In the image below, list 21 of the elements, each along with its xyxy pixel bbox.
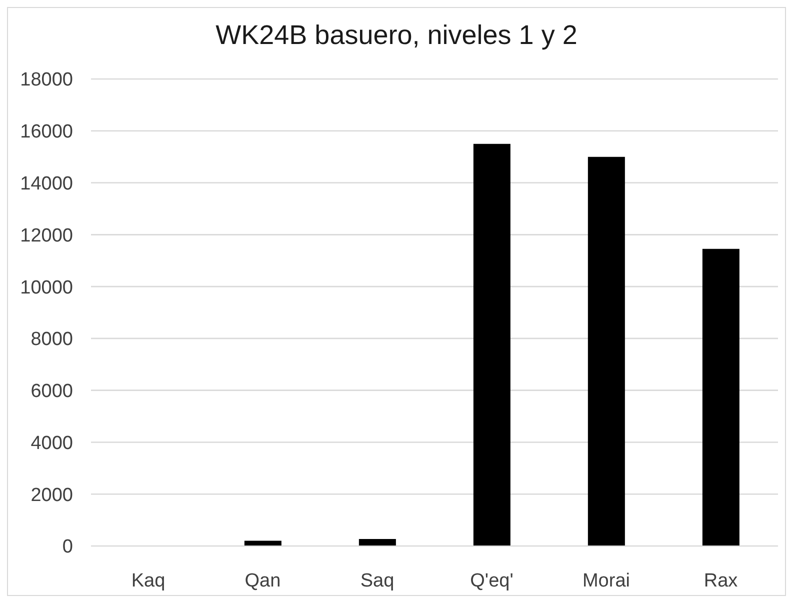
bar [588, 156, 625, 546]
y-tick-label: 14000 [20, 174, 73, 195]
bar [358, 538, 396, 546]
x-tick-label: Q'eq' [470, 570, 514, 592]
y-tick-label: 8000 [30, 329, 73, 350]
x-tick-label: Qan [244, 570, 281, 592]
y-tick-label: 6000 [30, 381, 73, 402]
y-tick-label: 4000 [30, 432, 73, 454]
bar [473, 144, 510, 546]
bar [702, 248, 740, 546]
x-tick-label: Rax [704, 570, 738, 592]
y-tick-label: 16000 [20, 122, 73, 143]
y-tick-label: 18000 [20, 70, 73, 91]
y-tick-label: 12000 [20, 225, 73, 246]
y-tick-label: 10000 [20, 277, 73, 298]
y-tick-label: 2000 [30, 484, 73, 506]
chart-title: WK24B basuero, niveles 1 y 2 [214, 20, 578, 51]
x-tick-label: Saq [360, 570, 394, 592]
x-tick-label: Morai [582, 570, 630, 592]
x-tick-label: Kaq [131, 570, 166, 592]
y-tick-label: 0 [62, 536, 73, 558]
